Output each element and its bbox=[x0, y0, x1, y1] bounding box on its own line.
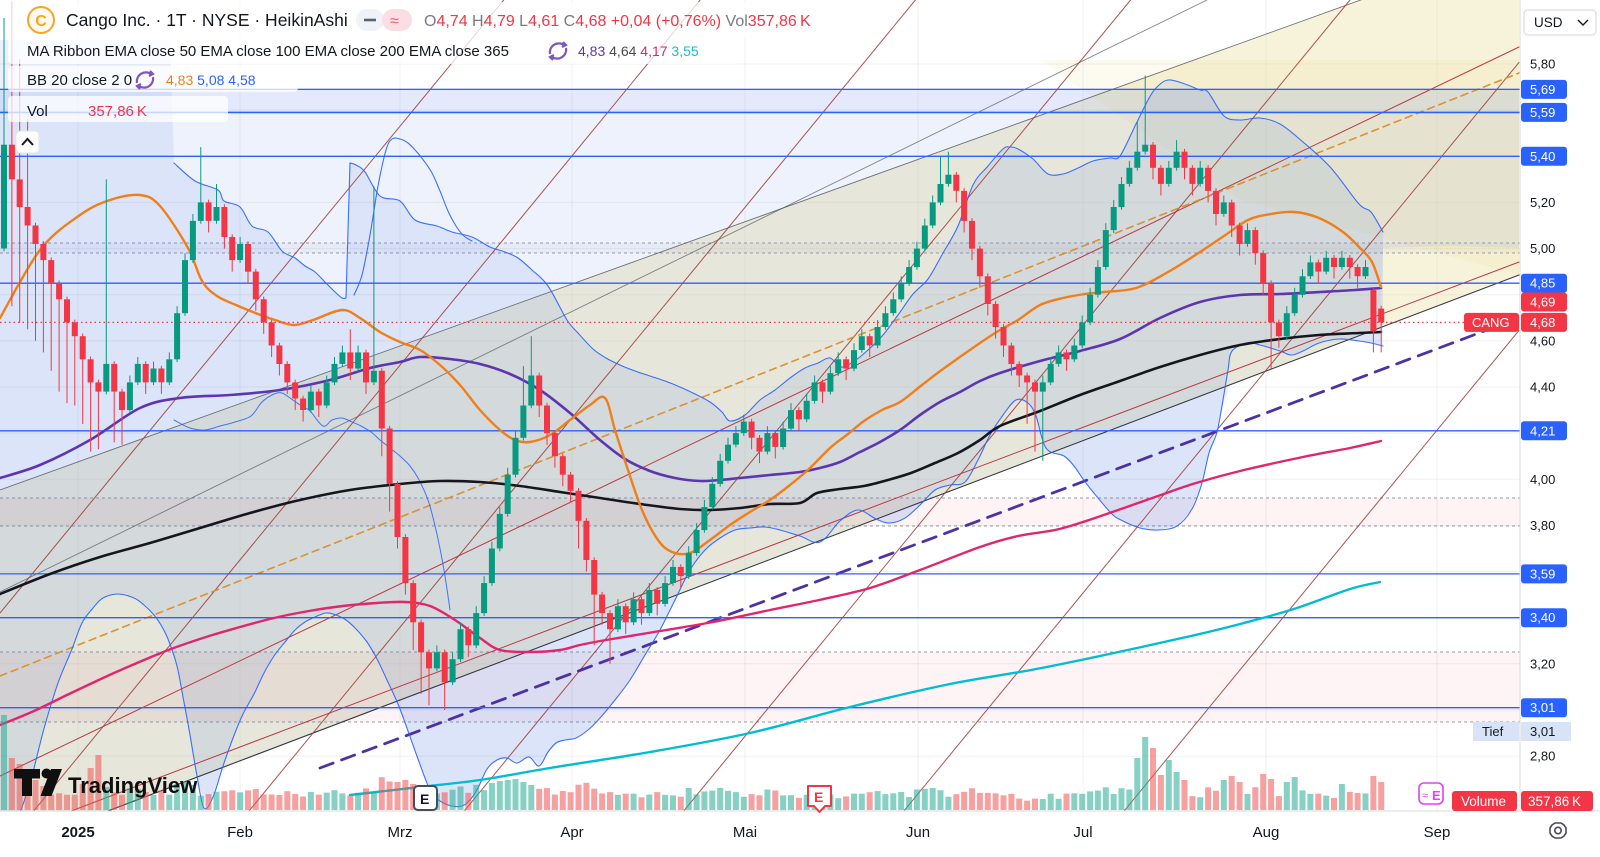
svg-text:4,68: 4,68 bbox=[1530, 315, 1555, 330]
svg-text:5,20: 5,20 bbox=[1530, 195, 1555, 210]
svg-text:5,40: 5,40 bbox=[1530, 149, 1555, 164]
svg-text:4,85: 4,85 bbox=[1530, 276, 1555, 291]
svg-text:5,59: 5,59 bbox=[1530, 105, 1555, 120]
svg-text:Cango Inc. · 1T · NYSE · Heiki: Cango Inc. · 1T · NYSE · HeikinAshi bbox=[66, 10, 348, 30]
svg-text:3,01: 3,01 bbox=[1530, 724, 1555, 739]
svg-text:E: E bbox=[814, 789, 823, 805]
svg-text:3,01: 3,01 bbox=[1530, 700, 1555, 715]
svg-text:4,60: 4,60 bbox=[1530, 333, 1555, 348]
svg-text:4,83 5,08 4,58: 4,83 5,08 4,58 bbox=[166, 72, 256, 88]
svg-text:Aug: Aug bbox=[1253, 824, 1280, 841]
svg-text:5,00: 5,00 bbox=[1530, 241, 1555, 256]
svg-text:3,80: 3,80 bbox=[1530, 518, 1555, 533]
svg-text:Volume: Volume bbox=[1461, 794, 1506, 809]
svg-text:CANG: CANG bbox=[1472, 315, 1510, 330]
svg-text:≈: ≈ bbox=[390, 13, 399, 30]
svg-text:2,80: 2,80 bbox=[1530, 749, 1555, 764]
svg-text:357,86 K: 357,86 K bbox=[88, 103, 147, 120]
svg-text:Mai: Mai bbox=[733, 824, 757, 841]
svg-text:TradingView: TradingView bbox=[68, 773, 198, 798]
svg-text:USD: USD bbox=[1534, 15, 1563, 30]
svg-text:Feb: Feb bbox=[227, 824, 253, 841]
svg-text:4,69: 4,69 bbox=[1530, 295, 1555, 310]
svg-text:4,83 4,64 4,17 3,55: 4,83 4,64 4,17 3,55 bbox=[578, 43, 699, 59]
svg-text:Jun: Jun bbox=[906, 824, 930, 841]
svg-text:Vol: Vol bbox=[27, 103, 48, 120]
svg-text:E: E bbox=[420, 791, 429, 807]
svg-text:3,20: 3,20 bbox=[1530, 656, 1555, 671]
svg-text:O4,74 H4,79 L4,61 C4,68 +0,04: O4,74 H4,79 L4,61 C4,68 +0,04 (+0,76%) V… bbox=[424, 13, 811, 30]
svg-text:Tief: Tief bbox=[1482, 724, 1504, 739]
svg-text:357,86 K: 357,86 K bbox=[1528, 794, 1581, 809]
svg-text:≈: ≈ bbox=[1422, 790, 1428, 802]
svg-text:3,59: 3,59 bbox=[1530, 566, 1555, 581]
svg-text:BB 20 close 2 0: BB 20 close 2 0 bbox=[27, 72, 132, 89]
svg-text:4,40: 4,40 bbox=[1530, 380, 1555, 395]
svg-text:E: E bbox=[1432, 788, 1441, 803]
svg-text:MA Ribbon EMA close 50 EMA clo: MA Ribbon EMA close 50 EMA close 100 EMA… bbox=[27, 43, 509, 60]
svg-text:2025: 2025 bbox=[61, 824, 94, 841]
svg-text:3,40: 3,40 bbox=[1530, 610, 1555, 625]
svg-text:4,21: 4,21 bbox=[1530, 423, 1555, 438]
svg-text:Mrz: Mrz bbox=[388, 824, 413, 841]
svg-text:5,69: 5,69 bbox=[1530, 82, 1555, 97]
svg-text:C: C bbox=[35, 13, 47, 30]
svg-text:Jul: Jul bbox=[1073, 824, 1092, 841]
svg-text:Sep: Sep bbox=[1424, 824, 1451, 841]
svg-text:Apr: Apr bbox=[560, 824, 583, 841]
svg-text:5,80: 5,80 bbox=[1530, 57, 1555, 72]
svg-text:4,00: 4,00 bbox=[1530, 472, 1555, 487]
